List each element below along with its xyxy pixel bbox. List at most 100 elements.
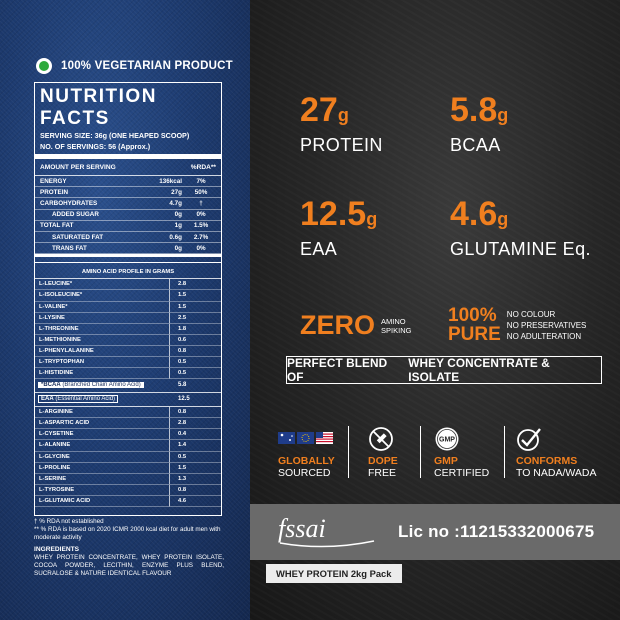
nutrition-row: PROTEIN 27g 50% [35,187,221,199]
separator [348,426,349,478]
amino-name: L-GLYCINE [35,451,170,463]
eaa-total: 12.5 [178,395,190,402]
zero-amino-spiking: ZERO AMINO SPIKING [300,310,412,340]
amino-name: L-TYROSINE [35,484,170,496]
nutrient-value: 0g [174,211,182,219]
nutrient-value: 27g [171,188,182,196]
svg-text:GMP: GMP [439,437,455,444]
amino-value: 0.5 [170,357,221,369]
fssai-bar [250,504,620,560]
amino-value: 1.3 [170,474,221,485]
amino-name: L-METHIONINE [35,334,170,346]
nutrition-title: NUTRITION FACTS [40,86,157,129]
license-number: Lic no :11215332000675 [398,522,595,541]
eaa-label: EAA (Essential Amino Acid) [38,394,119,403]
nutrient-value: 1g [174,222,182,230]
nutrient-rda: 0% [196,211,206,219]
fssai-logo: fssai [276,511,378,551]
amino-row: L-ARGININE 0.8 [35,407,221,419]
nutrient-name: TRANS FAT [52,244,87,252]
veg-mark-icon [36,58,52,74]
amino-value: 1.4 [170,440,221,452]
amino-value: 1.8 [170,324,221,335]
amino-title: AMINO ACID PROFILE IN GRAMS [35,263,221,280]
amino-value: 0.8 [170,346,221,357]
amino-row: L-GLYCINE 0.5 [35,451,221,463]
badge-conforms: CONFORMS TO NADA/WADA [516,424,597,479]
nutrient-name: TOTAL FAT [40,222,74,230]
nutrition-row: SATURATED FAT 0.6g 2.7% [35,232,221,244]
amino-row: L-ISOLEUCINE* 1.5 [35,290,221,302]
amino-row: L-LYSINE 2.5 [35,312,221,324]
divider [35,262,221,264]
amino-name: L-ARGININE [35,407,170,419]
serving-size: SERVING SIZE: 36g (ONE HEAPED SCOOP) [40,131,190,140]
divider [35,154,221,159]
nutrient-rda: 0% [196,244,206,252]
amino-row: L-GLUTAMIC ACID 4.6 [35,495,221,507]
amino-row: L-LEUCINE* 2.8 [35,279,221,291]
check-shield-icon [516,424,597,452]
rda-header: %RDA** [190,164,216,171]
amount-per-serving-label: AMOUNT PER SERVING [40,164,116,171]
divider [35,254,221,258]
ingredients-list: WHEY PROTEIN CONCENTRATE, WHEY PROTEIN I… [34,553,224,578]
vegetarian-label: 100% VEGETARIAN PRODUCT [61,60,233,72]
stat-bcaa: 5.8g BCAA [450,91,509,155]
nutrient-name: ENERGY [40,177,67,185]
amino-name: L-SERINE [35,473,170,485]
amino-value: 0.5 [170,452,221,463]
amino-name: L-HISTIDINE [35,368,170,380]
amino-row: L-THREONINE 1.8 [35,323,221,335]
amino-name: L-CYSETINE [35,429,170,441]
badge-globally-sourced: GLOBALLY SOURCED [278,424,335,479]
amino-value: 2.5 [170,313,221,324]
amino-value: 4.6 [170,496,221,507]
amino-value: 0.6 [170,335,221,346]
blend-banner: PERFECT BLEND OF WHEY CONCENTRATE & ISOLA… [286,356,602,384]
bcaa-label: *BCAA (Branched Chain Amino Acid) [38,381,144,388]
pack-label: WHEY PROTEIN 2kg Pack [266,564,402,583]
amino-row: L-CYSETINE 0.4 [35,429,221,441]
nutrient-value: 0.6g [169,233,182,241]
amino-value: 1.5 [170,290,221,302]
nutrient-name: ADDED SUGAR [52,211,99,219]
nutrient-value: 136kcal [159,177,182,185]
svg-text:fssai: fssai [278,514,326,543]
nutrient-name: CARBOHYDRATES [40,199,98,207]
nutrition-rows: ENERGY 136kcal 7% PROTEIN 27g 50% CARBOHYD… [35,176,221,255]
amino-rows-other: L-ARGININE 0.8 L-ASPARTIC ACID 2.8 L-CYSET… [35,407,221,507]
badge-gmp-certified: GMP GMP CERTIFIED [434,424,489,479]
amino-row: L-TRYPTOPHAN 0.5 [35,356,221,369]
amino-name: L-ASPARTIC ACID [35,418,170,430]
badge-dope-free: DOPE FREE [368,424,398,479]
amino-row: L-TYROSINE 0.8 [35,484,221,496]
ingredients-title: INGREDIENTS [34,545,80,553]
nutrition-row: ADDED SUGAR 0g 0% [35,210,221,221]
amino-row: L-PHENYLALANINE 0.8 [35,345,221,357]
amino-name: L-PHENYLALANINE [35,345,170,357]
spacer [35,404,221,408]
amino-value: 1.5 [170,463,221,474]
amino-row: L-HISTIDINE 0.5 [35,368,221,380]
no-syringe-icon [368,424,398,452]
amino-row: L-METHIONINE 0.6 [35,334,221,346]
nutrient-rda: † [199,199,203,207]
nutrition-row: CARBOHYDRATES 4.7g † [35,198,221,210]
footnote-rda-not-established: † % RDA not established [34,518,104,525]
amino-name: L-GLUTAMIC ACID [35,495,170,507]
amino-value: 0.4 [170,429,221,441]
amino-name: L-VALINE* [35,301,170,313]
spacer [35,390,221,394]
nutrient-rda: 7% [196,177,206,185]
stat-protein: 27g PROTEIN [300,91,383,155]
stat-glutamine: 4.6g GLUTAMINE Eq. [450,195,591,259]
amino-value: 0.8 [170,485,221,496]
nutrient-name: SATURATED FAT [52,233,104,241]
nutrient-rda: 50% [194,188,208,196]
vegetarian-row: 100% VEGETARIAN PRODUCT [36,58,233,74]
nutrition-facts-box: NUTRITION FACTS SERVING SIZE: 36g (ONE H… [34,82,222,516]
badges-row: GLOBALLY SOURCED DOPE FREE GMP [278,424,608,484]
amino-row: L-VALINE* 1.5 [35,301,221,313]
amino-name: L-THREONINE [35,323,170,335]
